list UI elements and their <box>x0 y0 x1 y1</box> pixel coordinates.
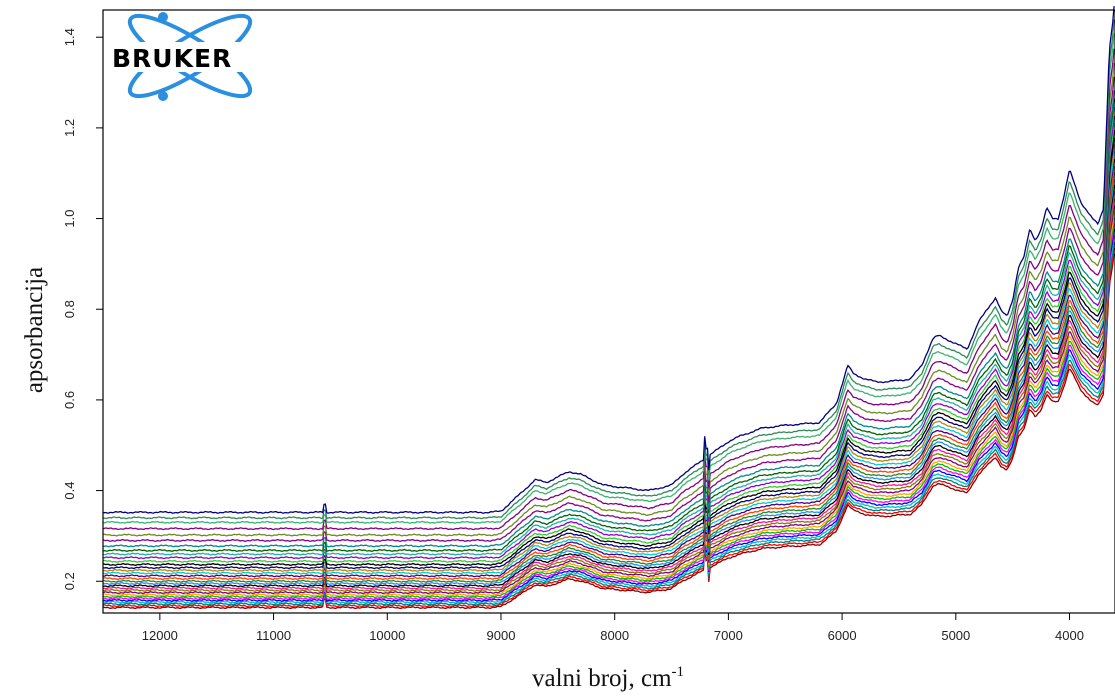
spectrum-series-31 <box>102 5 1115 514</box>
logo-particle-icon <box>158 91 168 101</box>
spectrum-series-21 <box>102 123 1115 563</box>
x-tick-label: 9000 <box>487 628 516 643</box>
logo-text: BRUKER <box>112 44 232 73</box>
spectrum-series-9 <box>102 205 1115 595</box>
spectrum-series-7 <box>102 217 1115 599</box>
logo-particle-icon <box>158 12 168 22</box>
x-tick-label: 6000 <box>828 628 857 643</box>
y-axis-title: apsorbancija <box>21 267 48 393</box>
y-tick-label: 1.2 <box>62 119 77 137</box>
x-axis-title: valni broj, cm-1 <box>532 664 684 692</box>
spectrum-series-18 <box>102 143 1115 572</box>
x-tick-label: 7000 <box>714 628 743 643</box>
spectrum-series-5 <box>102 228 1115 603</box>
x-tick-label: 5000 <box>941 628 970 643</box>
x-tick-label: 11000 <box>256 628 291 643</box>
spectrum-series-12 <box>102 184 1115 588</box>
spectrum-series-23 <box>102 106 1115 556</box>
spectrum-series-28 <box>102 48 1115 531</box>
spectrum-series-10 <box>102 198 1115 592</box>
spectrum-series-14 <box>102 172 1115 583</box>
y-tick-label: 0.8 <box>62 300 77 318</box>
y-tick-label: 1.0 <box>62 210 77 228</box>
logo-text-backdrop <box>110 42 276 72</box>
spectrum-series-6 <box>102 222 1115 601</box>
y-tick-label: 0.4 <box>62 482 77 500</box>
y-tick-label: 1.4 <box>62 28 77 46</box>
spectrum-series-24 <box>102 98 1115 553</box>
spectrum-series-3 <box>102 242 1115 606</box>
plot-frame <box>102 9 1115 614</box>
spectrum-series-27 <box>102 62 1115 537</box>
spectrum-series-30 <box>102 19 1115 520</box>
spectrum-series-19 <box>102 137 1115 570</box>
spectrum-series-26 <box>102 76 1115 543</box>
x-tick-label: 8000 <box>600 628 629 643</box>
spectrum-series-20 <box>102 130 1115 567</box>
spectrum-series-17 <box>102 150 1115 575</box>
spectrum-series-8 <box>102 211 1115 597</box>
spectrum-series-13 <box>102 178 1115 586</box>
x-tick-label: 4000 <box>1055 628 1084 643</box>
spectrum-series-2 <box>102 247 1115 608</box>
spectrum-series-15 <box>102 165 1115 581</box>
spectrum-series-1 <box>102 253 1115 610</box>
spectra-series-group <box>102 5 1115 610</box>
spectrum-series-25 <box>102 90 1115 548</box>
spectrum-series-4 <box>102 235 1115 604</box>
spectrum-series-11 <box>102 190 1115 590</box>
x-tick-label: 12000 <box>142 628 178 643</box>
bruker-logo: BRUKER <box>110 12 276 101</box>
x-tick-label: 10000 <box>369 628 405 643</box>
spectrum-series-16 <box>102 158 1115 578</box>
y-axis: 0.2 0.4 0.6 0.8 1.0 1.2 1.4 <box>62 28 103 590</box>
y-tick-label: 0.6 <box>62 391 77 409</box>
x-axis: 12000 11000 10000 9000 8000 7000 6000 5000 4000 <box>142 613 1084 643</box>
spectrum-series-22 <box>102 115 1115 560</box>
spectrum-series-29 <box>102 33 1115 524</box>
y-tick-label: 0.2 <box>62 572 77 590</box>
